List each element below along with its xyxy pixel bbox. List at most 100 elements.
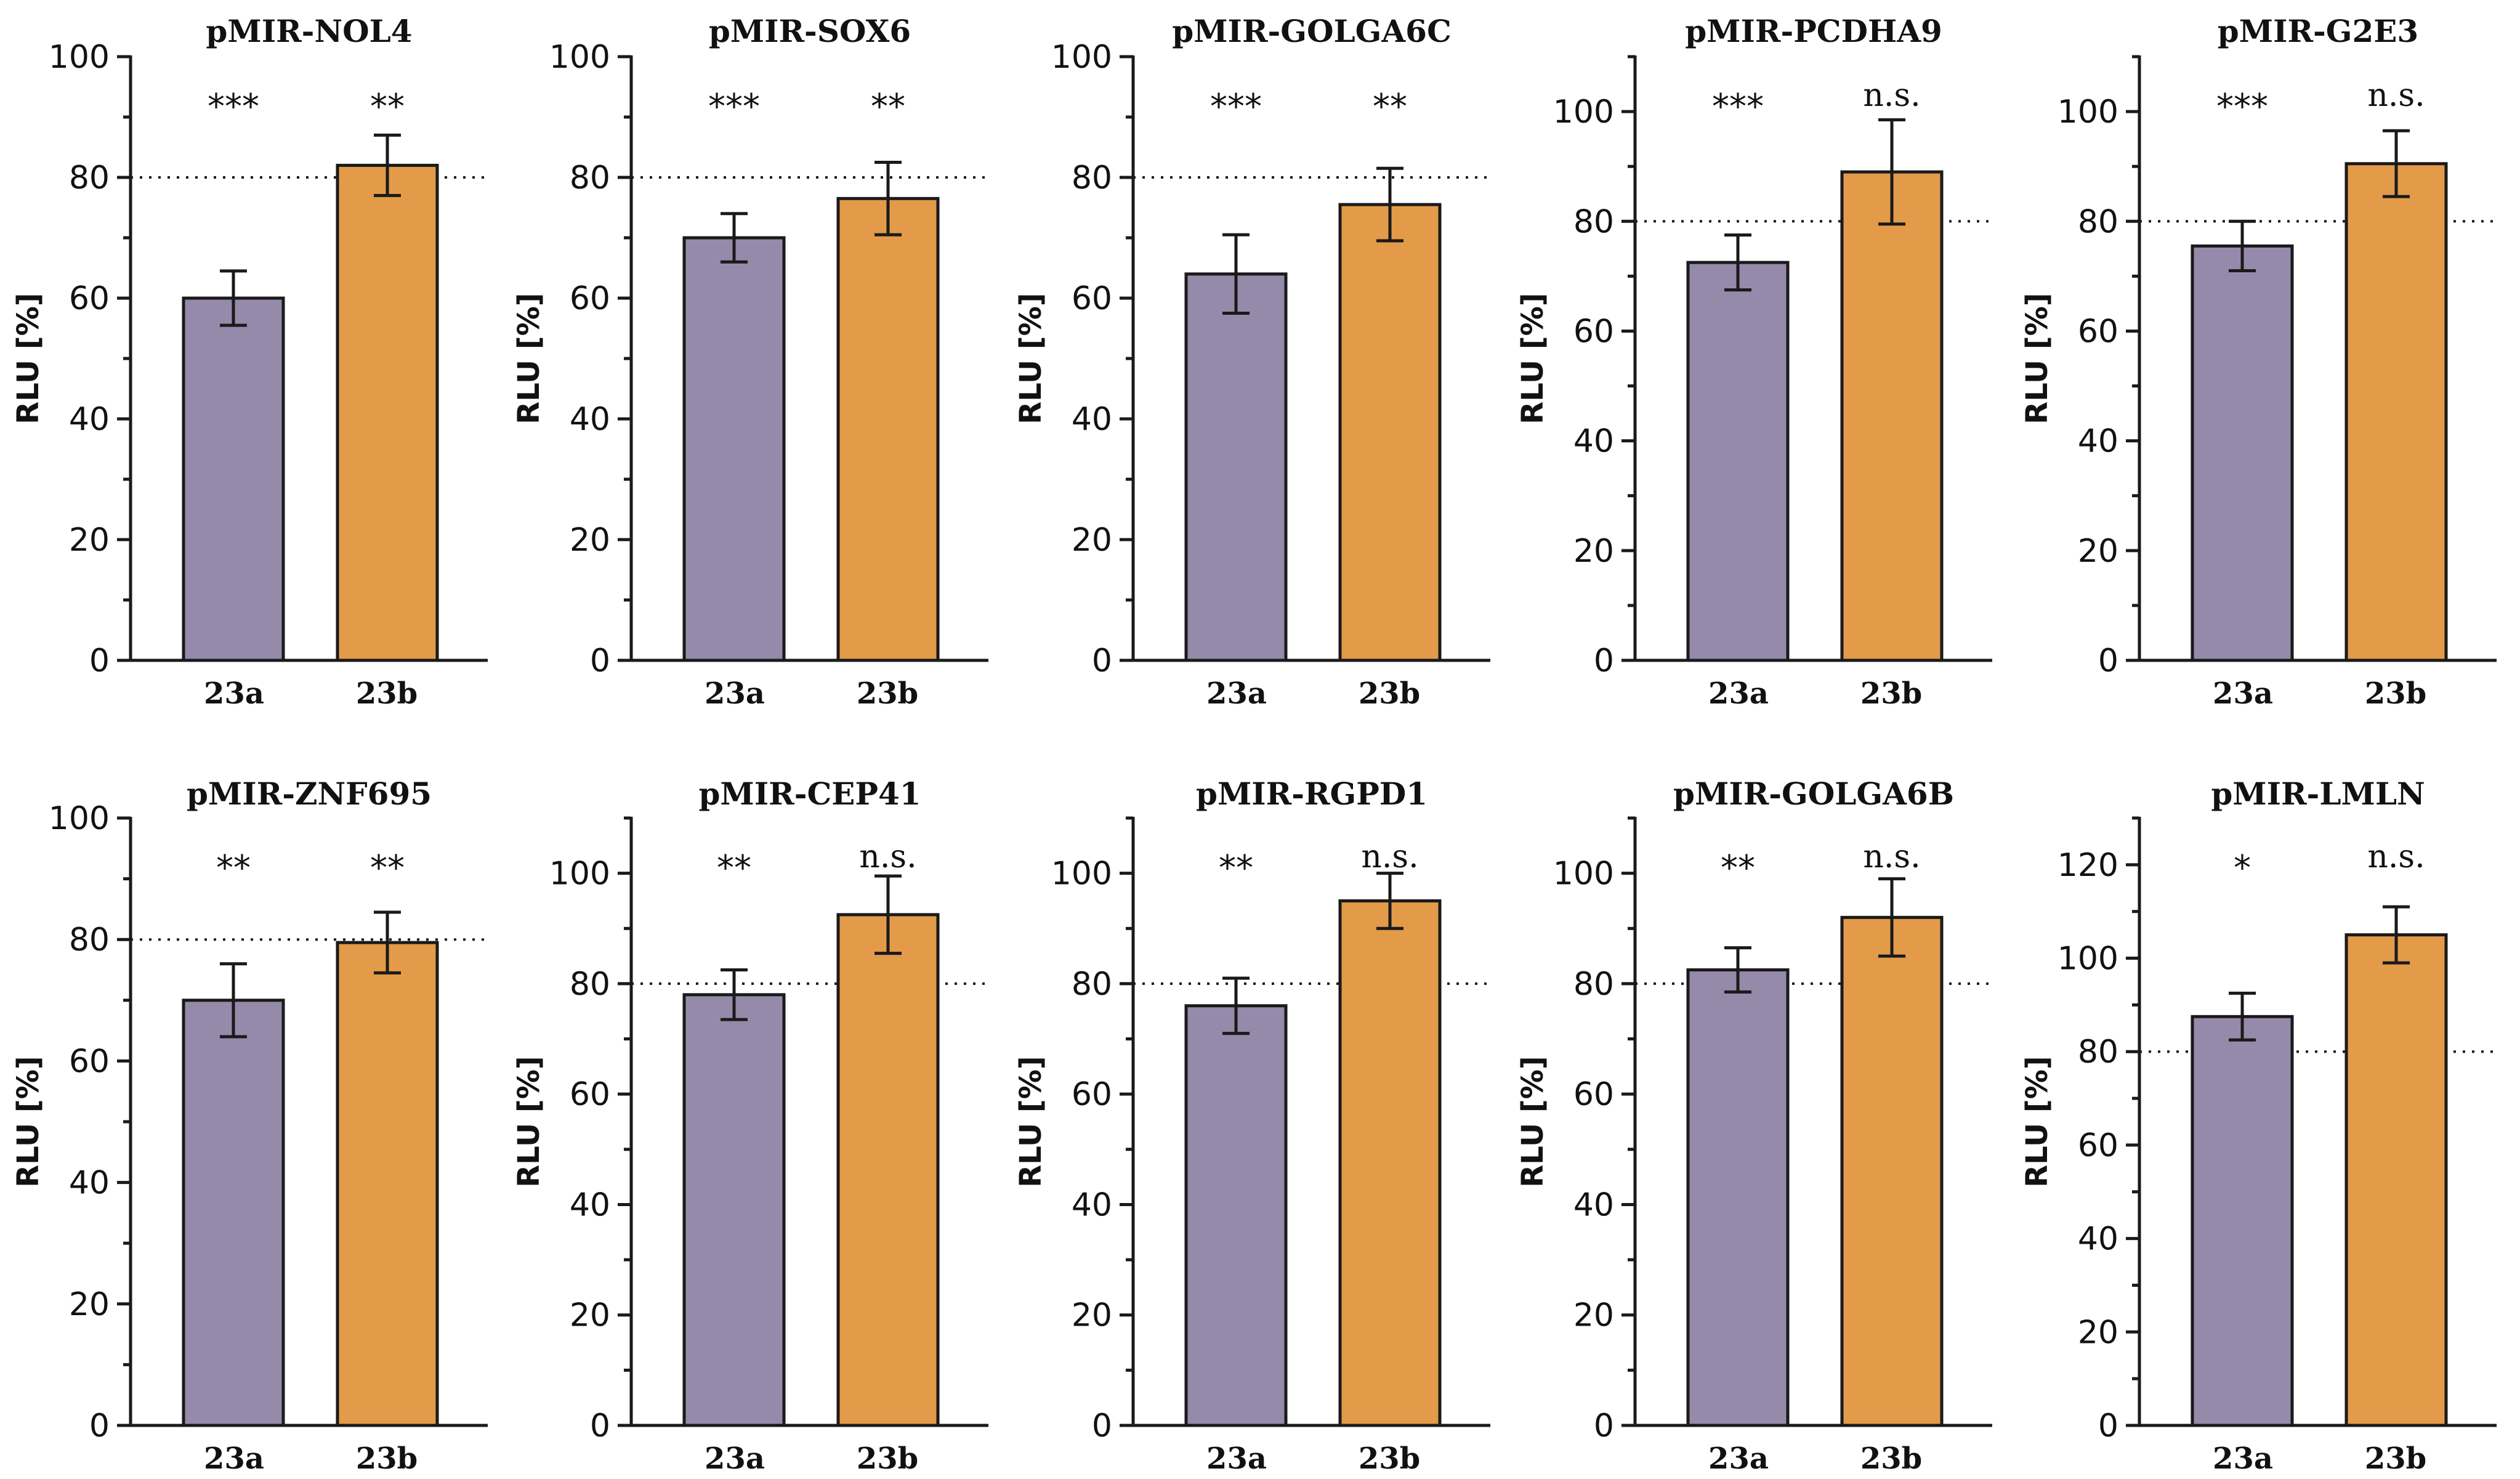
panel: pMIR-GOLGA6B RLU [%] ** 23a n.s. 23b 0 20 40 60 80… [1516,776,1992,1476]
x-tick-label: 23a [204,676,264,711]
y-tick-label: 40 [570,401,610,438]
y-tick-label: 20 [1573,1297,1614,1334]
significance-label: n.s. [1863,838,1920,875]
bar-23b [1338,203,1442,662]
x-tick-label: 23b [2365,676,2426,711]
error-bar [2383,905,2410,965]
y-tick-label: 60 [69,1043,110,1080]
x-tick-label: 23a [2213,676,2273,711]
y-tick-label: 100 [549,39,610,76]
error-bar [1222,976,1250,1035]
y-tick-label: 20 [570,1297,610,1334]
significance-label: *** [708,87,760,127]
panel: pMIR-SOX6 RLU [%] *** 23a ** 23b 0 20 40 60 80 100 [512,13,988,711]
panel-title: pMIR-SOX6 [709,13,911,49]
bar-23a [1686,261,1790,662]
y-axis-label: RLU [%] [1516,1056,1550,1188]
error-bar [2383,129,2410,198]
significance-label: * [2234,848,2251,888]
significance-label: ** [370,87,405,127]
significance-label: *** [2216,87,2268,127]
bar-23a [682,236,786,662]
panel-title: pMIR-CEP41 [698,776,921,812]
y-tick-label: 60 [1573,1076,1614,1113]
y-tick-label: 120 [2058,847,2118,884]
panel: pMIR-ZNF695 RLU [%] ** 23a ** 23b 0 20 40 60 80 100 [11,776,488,1476]
y-tick-label: 80 [2078,203,2118,240]
y-tick-label: 60 [570,1076,610,1113]
x-tick-label: 23b [857,676,918,711]
significance-label: n.s. [2367,77,2425,114]
panel-title: pMIR-ZNF695 [187,776,432,812]
x-tick-label: 23b [356,1441,418,1476]
panel-title: pMIR-LMLN [2211,776,2425,812]
y-tick-label: 80 [570,160,610,197]
x-tick-label: 23b [857,1441,918,1476]
y-axis-label: RLU [%] [11,293,46,424]
panel-title: pMIR-PCDHA9 [1685,13,1942,49]
x-tick-label: 23b [1860,1441,1922,1476]
y-tick-label: 80 [570,966,610,1003]
significance-label: n.s. [1863,77,1920,114]
bar-23a [682,993,786,1427]
error-bar [1878,877,1905,958]
bar-23a [182,296,285,662]
error-bar [874,874,902,955]
x-tick-label: 23a [1206,676,1267,711]
bar-23a [2191,244,2294,662]
y-tick-label: 40 [2078,423,2118,460]
error-bar [220,269,247,327]
panel: pMIR-PCDHA9 RLU [%] *** 23a n.s. 23b 0 20 40 60 80… [1516,13,1992,711]
bar-23a [2191,1015,2294,1427]
error-bar [374,133,401,197]
y-tick-label: 60 [1573,313,1614,350]
panel-title: pMIR-G2E3 [2218,13,2418,49]
bar-23b [1840,915,1944,1427]
x-tick-label: 23b [1359,1441,1420,1476]
bar-23a [1686,968,1790,1427]
y-tick-label: 100 [1553,94,1614,131]
y-tick-label: 20 [69,1286,110,1323]
y-tick-label: 80 [1072,160,1112,197]
y-tick-label: 40 [1072,401,1112,438]
x-tick-label: 23a [2213,1441,2273,1476]
y-tick-label: 60 [69,280,110,317]
y-tick-label: 80 [1573,966,1614,1003]
error-bar [874,161,902,237]
y-tick-label: 0 [1092,642,1112,679]
x-tick-label: 23b [2365,1441,2426,1476]
panel: pMIR-RGPD1 RLU [%] ** 23a n.s. 23b 0 20 40 60 80 10… [1014,776,1490,1476]
x-tick-label: 23b [1860,676,1922,711]
y-tick-label: 20 [69,522,110,559]
significance-label: n.s. [2367,838,2425,875]
y-tick-label: 60 [570,280,610,317]
y-tick-label: 80 [69,160,110,197]
y-tick-label: 40 [69,401,110,438]
panel-title: pMIR-NOL4 [206,13,412,49]
y-axis-label: RLU [%] [2020,1056,2054,1188]
panel-title: pMIR-RGPD1 [1196,776,1428,812]
y-tick-label: 0 [590,1408,610,1445]
bar-23b [336,941,439,1427]
x-tick-label: 23a [1708,1441,1769,1476]
panel-title: pMIR-GOLGA6C [1172,13,1452,49]
y-tick-label: 0 [1092,1408,1112,1445]
y-tick-label: 100 [49,39,110,76]
panel: pMIR-GOLGA6C RLU [%] *** 23a ** 23b 0 20 40 60 80 1… [1014,13,1490,711]
error-bar [374,910,401,975]
y-axis-label: RLU [%] [512,293,546,424]
significance-label: *** [1210,87,1262,127]
significance-label: ** [1721,848,1755,888]
y-tick-label: 0 [1594,642,1614,679]
y-tick-label: 0 [1594,1408,1614,1445]
y-tick-label: 60 [2078,1127,2118,1164]
significance-label: ** [1219,848,1253,888]
error-bar [1376,872,1403,930]
y-tick-label: 100 [49,800,110,837]
bar-23b [836,913,940,1427]
y-axis-label: RLU [%] [2020,293,2054,424]
y-tick-label: 40 [1573,423,1614,460]
panel: pMIR-G2E3 RLU [%] *** 23a n.s. 23b 0 20 40 60 80 10… [2020,13,2497,711]
significance-label: ** [717,848,751,888]
